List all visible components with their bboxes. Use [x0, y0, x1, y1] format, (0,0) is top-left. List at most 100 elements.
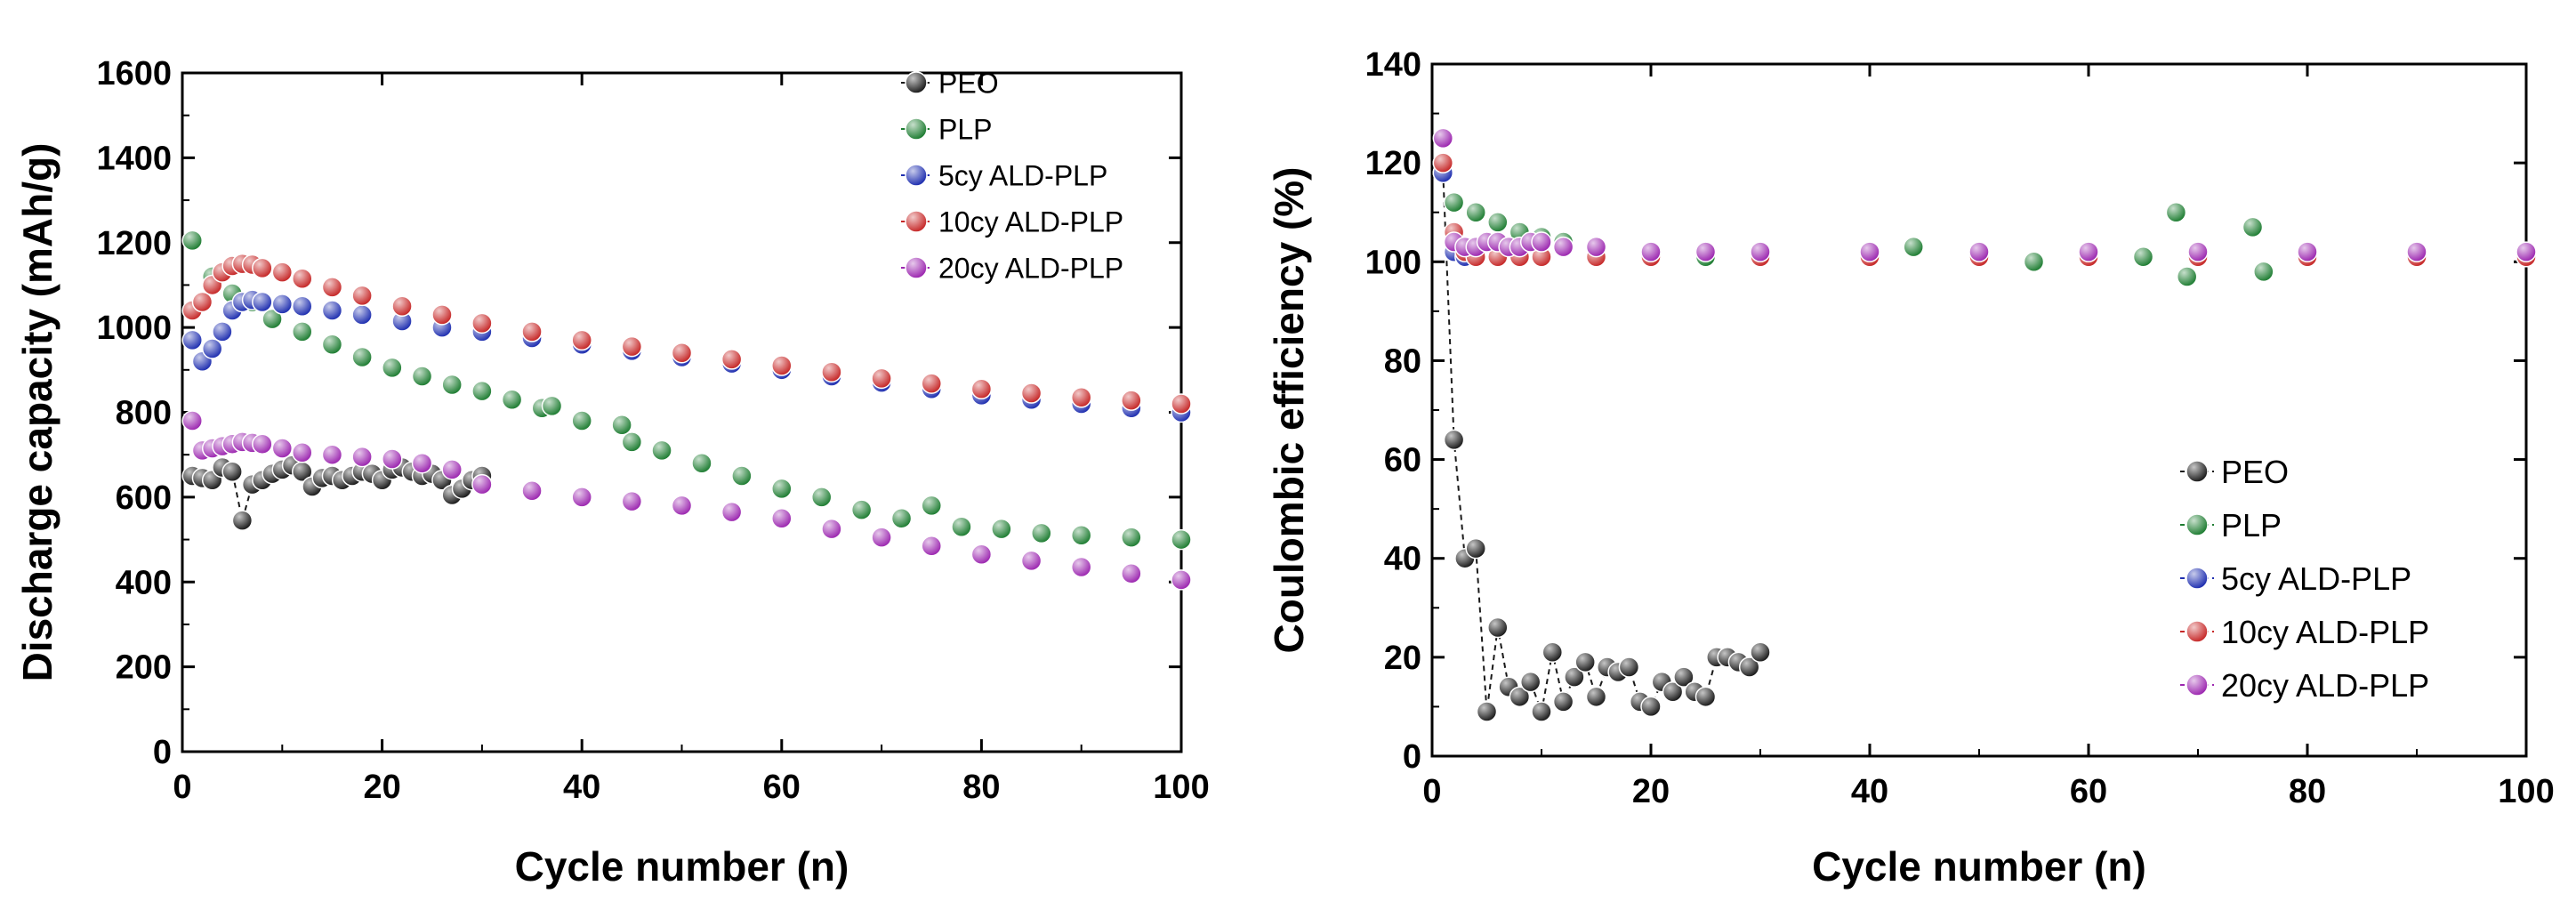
- x-tick-label: 80: [2289, 773, 2326, 810]
- chart-panel-left: 0 20 40 60 80 1000200400600800100012001400160…: [14, 55, 1210, 890]
- data-point: [1171, 528, 1192, 551]
- y-tick-label: 1200: [96, 225, 172, 262]
- data-point: [391, 295, 413, 318]
- legend-marker: [905, 210, 928, 233]
- data-point: [1640, 696, 1662, 718]
- data-point: [271, 262, 294, 283]
- data-point: [731, 465, 753, 487]
- data-point: [871, 527, 892, 548]
- data-point: [1585, 686, 1607, 708]
- data-point: [321, 444, 343, 465]
- data-point: [1531, 231, 1552, 253]
- data-point: [2242, 216, 2264, 238]
- data-point: [1432, 152, 1454, 173]
- legend-marker: [2186, 567, 2209, 590]
- legend-label: 20cy ALD-PLP: [938, 253, 1123, 285]
- data-point: [441, 374, 463, 396]
- data-point: [1903, 236, 1924, 258]
- data-point: [411, 366, 433, 387]
- data-point: [821, 361, 842, 382]
- data-point: [1121, 390, 1142, 411]
- y-axis-title: Coulombic efficiency (%): [1266, 167, 1312, 654]
- y-tick-label: 1400: [96, 140, 172, 177]
- data-point: [2187, 241, 2209, 262]
- data-point: [921, 495, 942, 517]
- data-point: [1968, 241, 1990, 262]
- data-point: [2132, 246, 2154, 268]
- data-point: [691, 452, 712, 474]
- x-tick-label: 20: [1632, 773, 1670, 810]
- legend-label: PLP: [938, 114, 992, 146]
- data-point: [1640, 241, 1662, 262]
- data-point: [1585, 236, 1607, 258]
- data-point: [2406, 241, 2427, 262]
- data-point: [571, 487, 592, 508]
- legend-marker: [2186, 513, 2209, 536]
- data-point: [1552, 236, 1574, 258]
- data-point: [1750, 241, 1771, 262]
- data-point: [671, 342, 693, 364]
- data-point: [501, 389, 523, 410]
- x-axis-title: Cycle number (n): [1812, 843, 2146, 890]
- data-point: [521, 321, 543, 342]
- data-point: [271, 294, 294, 315]
- data-point: [1121, 562, 1142, 584]
- data-point: [1673, 666, 1695, 688]
- data-point: [1070, 556, 1092, 578]
- data-point: [771, 507, 793, 529]
- data-point: [1509, 686, 1531, 708]
- plot-frame: [1430, 62, 2528, 758]
- data-point: [1070, 525, 1092, 546]
- y-tick-label: 80: [1384, 342, 1421, 380]
- data-point: [1750, 641, 1771, 664]
- y-tick-label: 1600: [96, 55, 172, 93]
- data-point: [2165, 201, 2187, 223]
- x-tick-label: 40: [563, 769, 600, 806]
- x-tick-label: 0: [1422, 773, 1441, 810]
- data-point: [181, 329, 203, 351]
- data-point: [292, 442, 313, 463]
- legend-label: PLP: [2221, 507, 2282, 544]
- y-tick-label: 200: [116, 649, 172, 687]
- data-point: [1020, 550, 1042, 572]
- data-point: [951, 516, 972, 538]
- y-tick-label: 600: [116, 479, 172, 517]
- y-tick-label: 1000: [96, 310, 172, 347]
- data-point: [810, 487, 833, 508]
- data-point: [471, 473, 493, 495]
- legend: PEO PLP 5cy ALD-PLP 10cy ALD-PLP 20cy ALD-PL…: [2180, 454, 2429, 704]
- data-point: [771, 478, 793, 500]
- data-point: [771, 355, 793, 376]
- data-point: [1171, 569, 1192, 591]
- data-point: [1432, 127, 1454, 149]
- data-point: [252, 257, 273, 279]
- x-tick-label: 0: [173, 769, 191, 806]
- data-point: [651, 439, 672, 462]
- legend-marker: [905, 256, 928, 279]
- data-point: [1531, 701, 1552, 722]
- legend-marker: [905, 164, 928, 187]
- data-point: [1542, 641, 1564, 664]
- data-point: [521, 479, 543, 502]
- data-point: [1020, 382, 1042, 404]
- y-tick-label: 20: [1384, 640, 1421, 677]
- data-point: [1443, 429, 1465, 451]
- data-point: [1662, 681, 1684, 703]
- data-point: [181, 230, 203, 252]
- data-point: [292, 295, 313, 318]
- x-tick-label: 40: [1851, 773, 1888, 810]
- data-point: [1695, 241, 1717, 262]
- data-point: [850, 499, 873, 520]
- data-point: [471, 312, 493, 334]
- legend-label: PEO: [2221, 454, 2289, 490]
- data-point: [2078, 241, 2099, 262]
- data-point: [1564, 666, 1585, 688]
- data-point: [921, 373, 942, 394]
- y-axis-title: Discharge capacity (mAh/g): [14, 143, 60, 682]
- data-point: [321, 277, 343, 298]
- data-point: [351, 285, 373, 307]
- data-point: [181, 410, 203, 431]
- data-point: [1487, 616, 1509, 639]
- y-tick-label: 0: [153, 734, 172, 771]
- legend: PEO PLP 5cy ALD-PLP 10cy ALD-PLP 20cy ALD-PL…: [901, 68, 1123, 285]
